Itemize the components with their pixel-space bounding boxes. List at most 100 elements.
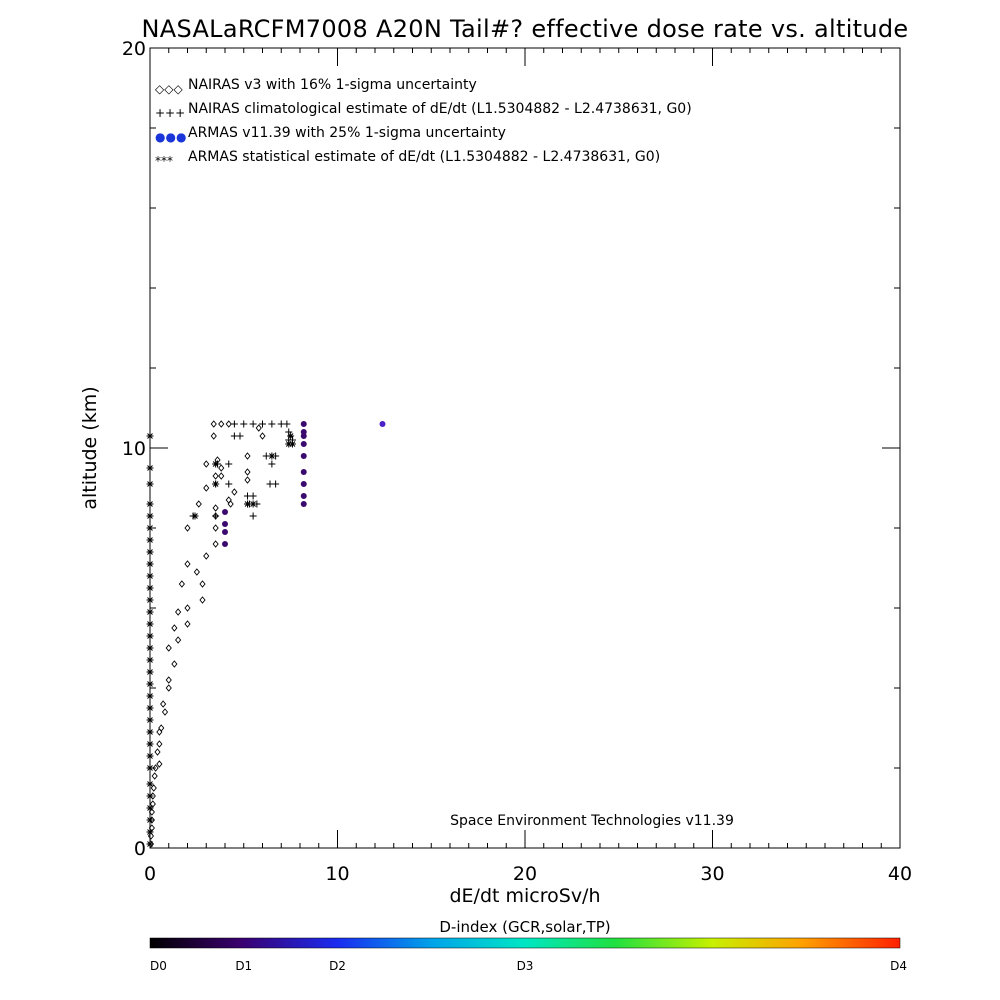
x-axis-label: dE/dt microSv/h [449,885,600,907]
legend-entry: ●●● ARMAS v11.39 with 25% 1-sigma uncerta… [155,125,506,144]
data-point [255,424,262,432]
data-point [146,432,154,440]
data-point [218,464,225,472]
data-point [222,541,228,547]
x-tick-label: 20 [513,863,537,885]
legend-entry: +++ NAIRAS climatological estimate of dE/… [155,101,692,120]
data-point [171,660,178,668]
data-point [146,816,154,824]
data-point [289,440,296,448]
data-point [146,584,154,592]
data-point [191,512,199,520]
data-point [222,521,228,527]
data-point [175,636,182,644]
x-tick-label: 30 [700,863,724,885]
y-tick-label: 0 [134,838,146,860]
data-point [300,501,307,507]
data-point [203,460,210,468]
x-tick-label: 40 [888,863,912,885]
data-point [199,596,206,604]
axis-ticks [149,47,901,849]
legend-label: NAIRAS v3 with 16% 1-sigma uncertainty [188,77,477,93]
data-point [199,580,206,588]
data-point [146,524,154,532]
data-point [146,792,154,800]
data-point [218,420,225,428]
data-point [244,468,251,476]
legend-symbol: ●●● [155,130,186,144]
data-point [212,504,219,512]
legend-symbol: *** [155,154,173,168]
colorbar-label: D3 [517,959,534,973]
data-point [259,432,266,440]
data-point [283,420,291,428]
data-point [146,644,154,652]
data-point [218,472,225,480]
data-point [156,740,163,748]
data-point [146,464,154,472]
data-point [146,668,154,676]
data-point [240,420,248,428]
data-point [146,548,154,556]
data-point [210,432,217,440]
data-point [184,524,191,532]
colorbar-label: D4 [890,959,907,973]
data-point [268,460,276,468]
data-point [146,620,154,628]
legend-label: ARMAS statistical estimate of dE/dt (L1.… [188,149,660,165]
data-point [146,828,154,836]
data-point [154,748,161,756]
legend: ◇◇◇ NAIRAS v3 with 16% 1-sigma uncertaint… [155,77,692,168]
data-point [146,536,154,544]
data-point [146,780,154,788]
data-point [222,529,228,535]
data-point [300,441,307,447]
data-point [249,512,257,520]
data-point [146,692,154,700]
legend-symbol: ◇◇◇ [155,82,183,96]
data-point [300,429,307,435]
data-point [184,604,191,612]
data-point [146,752,154,760]
legend-entry: ◇◇◇ NAIRAS v3 with 16% 1-sigma uncertaint… [155,77,477,96]
data-point [165,644,172,652]
series-1 [189,420,296,520]
data-point [210,420,217,428]
data-point [244,452,251,460]
data-point [148,824,155,832]
data-point [244,500,251,508]
data-point [379,421,386,427]
y-tick-labels: 0 10 20 [122,38,146,860]
data-point [146,572,154,580]
data-point [146,656,154,664]
data-point [165,684,172,692]
y-tick-label: 10 [122,438,146,460]
y-axis-label: altitude (km) [79,386,101,509]
data-point [146,804,154,812]
legend-symbol: +++ [155,106,185,120]
data-point [146,560,154,568]
data-point [249,420,257,428]
series-3 [146,432,296,848]
plot-area [149,47,901,849]
data-point [244,476,251,484]
data-point [212,524,219,532]
data-point [212,472,219,480]
data-point [184,560,191,568]
x-tick-label: 10 [325,863,349,885]
data-point [184,620,191,628]
data-point [178,580,185,588]
data-point [225,460,233,468]
data-point [152,764,159,772]
data-point [230,420,238,428]
data-point [225,420,232,428]
data-point [146,704,154,712]
data-point [287,432,295,440]
data-point [193,568,200,576]
data-point [212,512,220,520]
data-point [203,484,210,492]
colorbar-title: D-index (GCR,solar,TP) [439,918,610,936]
data-point [300,469,307,475]
data-point [203,552,210,560]
data-point [160,700,167,708]
